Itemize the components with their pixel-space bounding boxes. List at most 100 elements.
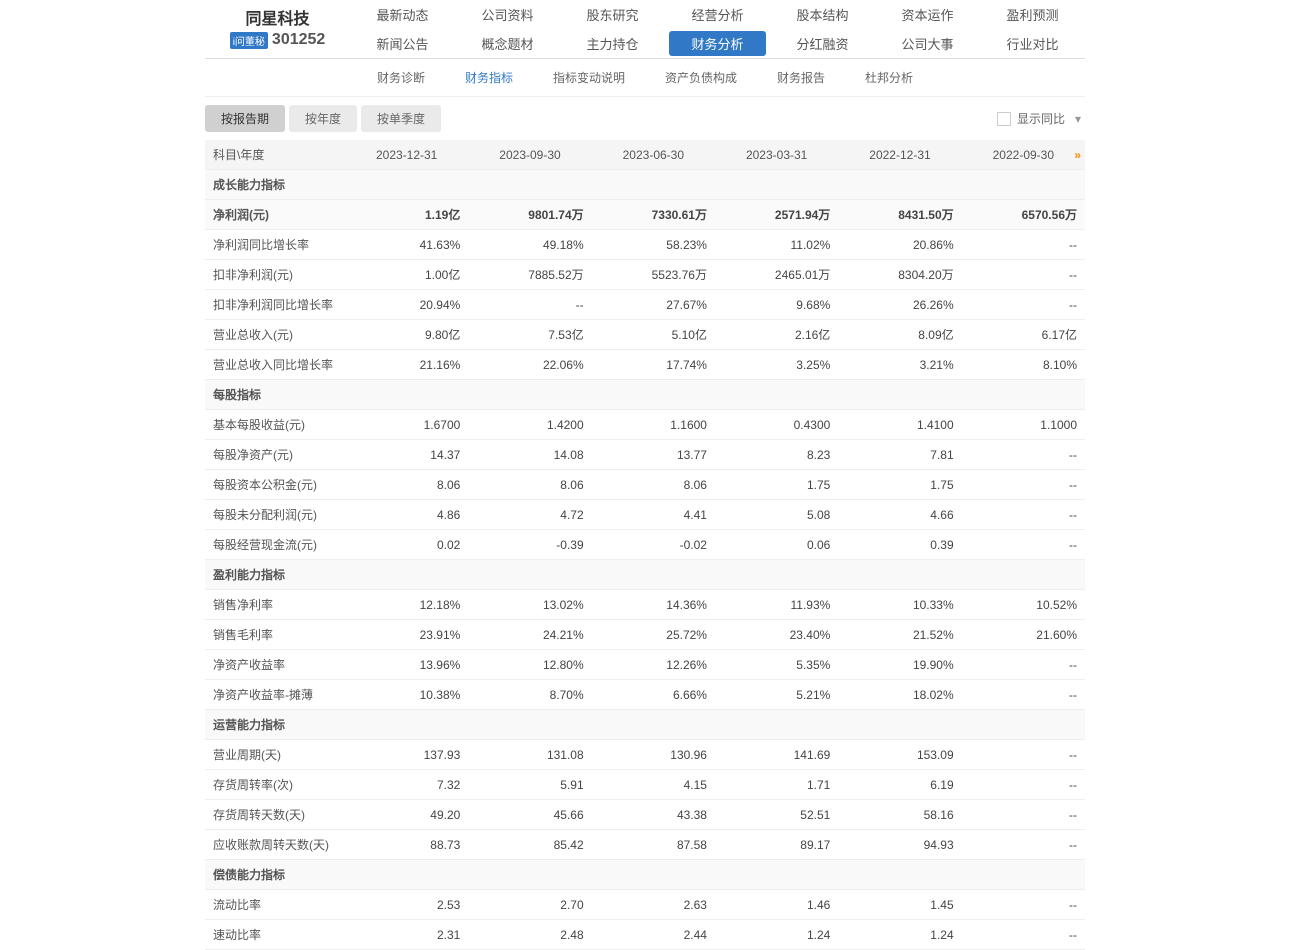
- table-header-period-3: 2023-03-31: [715, 140, 838, 170]
- sub-nav-item-1[interactable]: 财务指标: [465, 69, 513, 86]
- section-title: 偿债能力指标: [205, 860, 345, 890]
- row-value-4: 4.66: [838, 500, 961, 530]
- tabs-row: 按报告期按年度按单季度 显示同比 ▾: [205, 97, 1085, 140]
- nav-item-5[interactable]: 资本运作: [875, 0, 980, 29]
- nav-item-row2-6[interactable]: 行业对比: [980, 29, 1085, 58]
- nav-item-row2-2[interactable]: 主力持仓: [560, 29, 665, 58]
- nav-item-row2-5[interactable]: 公司大事: [875, 29, 980, 58]
- row-value-0: 20.94%: [345, 290, 468, 320]
- table-row: 流动比率2.532.702.631.461.45--: [205, 890, 1085, 920]
- row-value-1: 7.53亿: [468, 320, 591, 350]
- table-row: 营业总收入(元)9.80亿7.53亿5.10亿2.16亿8.09亿6.17亿: [205, 320, 1085, 350]
- sub-nav-item-0[interactable]: 财务诊断: [377, 69, 425, 86]
- row-value-4: 1.24: [838, 920, 961, 950]
- section-blank: [962, 170, 1085, 200]
- table-row: 每股未分配利润(元)4.864.724.415.084.66--: [205, 500, 1085, 530]
- section-header-4: 偿债能力指标: [205, 860, 1085, 890]
- row-value-0: 23.91%: [345, 620, 468, 650]
- row-value-4: 1.4100: [838, 410, 961, 440]
- section-header-2: 盈利能力指标: [205, 560, 1085, 590]
- row-value-5: --: [962, 650, 1085, 680]
- nav-item-6[interactable]: 盈利预测: [980, 0, 1085, 29]
- row-value-2: 17.74%: [592, 350, 715, 380]
- nav-item-4[interactable]: 股本结构: [770, 0, 875, 29]
- row-value-5: --: [962, 830, 1085, 860]
- row-value-1: 1.4200: [468, 410, 591, 440]
- period-tabs: 按报告期按年度按单季度: [205, 105, 441, 132]
- row-value-1: 2.70: [468, 890, 591, 920]
- yoy-checkbox[interactable]: [997, 112, 1011, 126]
- row-value-3: 5.35%: [715, 650, 838, 680]
- table-header-label: 科目\年度: [205, 140, 345, 170]
- next-period-icon[interactable]: »: [1074, 148, 1081, 162]
- nav-item-row2-3[interactable]: 财务分析: [669, 31, 766, 56]
- row-value-0: 12.18%: [345, 590, 468, 620]
- row-value-2: 6.66%: [592, 680, 715, 710]
- sub-nav-item-5[interactable]: 杜邦分析: [865, 69, 913, 86]
- period-tab-0[interactable]: 按报告期: [205, 105, 285, 132]
- yoy-label: 显示同比: [1017, 110, 1065, 127]
- row-value-0: 14.37: [345, 440, 468, 470]
- row-value-5: --: [962, 920, 1085, 950]
- sub-nav-item-4[interactable]: 财务报告: [777, 69, 825, 86]
- sub-nav-item-3[interactable]: 资产负债构成: [665, 69, 737, 86]
- section-blank: [468, 380, 591, 410]
- row-value-0: 88.73: [345, 830, 468, 860]
- row-value-1: 7885.52万: [468, 260, 591, 290]
- row-value-3: 52.51: [715, 800, 838, 830]
- row-value-2: 43.38: [592, 800, 715, 830]
- nav-item-1[interactable]: 公司资料: [455, 0, 560, 29]
- row-value-3: 11.93%: [715, 590, 838, 620]
- row-label: 流动比率: [205, 890, 345, 920]
- section-header-1: 每股指标: [205, 380, 1085, 410]
- row-label: 营业总收入同比增长率: [205, 350, 345, 380]
- section-blank: [345, 560, 468, 590]
- section-blank: [715, 860, 838, 890]
- row-value-5: --: [962, 770, 1085, 800]
- row-value-1: 49.18%: [468, 230, 591, 260]
- section-title: 成长能力指标: [205, 170, 345, 200]
- row-value-2: 13.77: [592, 440, 715, 470]
- row-label: 速动比率: [205, 920, 345, 950]
- ask-badge[interactable]: i问董秘: [230, 32, 268, 49]
- section-blank: [592, 560, 715, 590]
- row-value-5: --: [962, 440, 1085, 470]
- row-value-0: 2.53: [345, 890, 468, 920]
- row-value-0: 1.19亿: [345, 200, 468, 230]
- row-value-2: 25.72%: [592, 620, 715, 650]
- table-row: 每股经营现金流(元)0.02-0.39-0.020.060.39--: [205, 530, 1085, 560]
- header: 同星科技 i问董秘 301252 最新动态公司资料股东研究经营分析股本结构资本运…: [205, 0, 1085, 59]
- sub-nav-item-2[interactable]: 指标变动说明: [553, 69, 625, 86]
- row-value-0: 41.63%: [345, 230, 468, 260]
- row-value-5: 6570.56万: [962, 200, 1085, 230]
- nav-item-row2-1[interactable]: 概念题材: [455, 29, 560, 58]
- section-blank: [468, 560, 591, 590]
- section-title: 每股指标: [205, 380, 345, 410]
- row-value-1: 2.48: [468, 920, 591, 950]
- row-value-0: 1.00亿: [345, 260, 468, 290]
- nav-item-0[interactable]: 最新动态: [350, 0, 455, 29]
- section-blank: [468, 860, 591, 890]
- yoy-control: 显示同比 ▾: [997, 110, 1085, 127]
- nav-item-row2-0[interactable]: 新闻公告: [350, 29, 455, 58]
- table-row: 基本每股收益(元)1.67001.42001.16000.43001.41001…: [205, 410, 1085, 440]
- section-blank: [468, 170, 591, 200]
- row-value-5: 6.17亿: [962, 320, 1085, 350]
- nav-item-2[interactable]: 股东研究: [560, 0, 665, 29]
- row-value-2: 2.63: [592, 890, 715, 920]
- dropdown-arrow-icon[interactable]: ▾: [1071, 112, 1085, 126]
- period-tab-2[interactable]: 按单季度: [361, 105, 441, 132]
- period-tab-1[interactable]: 按年度: [289, 105, 357, 132]
- row-value-5: --: [962, 890, 1085, 920]
- row-value-2: 1.1600: [592, 410, 715, 440]
- table-header-period-4: 2022-12-31: [838, 140, 961, 170]
- row-value-4: 8431.50万: [838, 200, 961, 230]
- row-label: 扣非净利润(元): [205, 260, 345, 290]
- row-value-3: 1.46: [715, 890, 838, 920]
- nav-item-3[interactable]: 经营分析: [665, 0, 770, 29]
- row-value-5: --: [962, 230, 1085, 260]
- table-row: 销售毛利率23.91%24.21%25.72%23.40%21.52%21.60…: [205, 620, 1085, 650]
- row-value-2: 2.44: [592, 920, 715, 950]
- row-value-0: 9.80亿: [345, 320, 468, 350]
- nav-item-row2-4[interactable]: 分红融资: [770, 29, 875, 58]
